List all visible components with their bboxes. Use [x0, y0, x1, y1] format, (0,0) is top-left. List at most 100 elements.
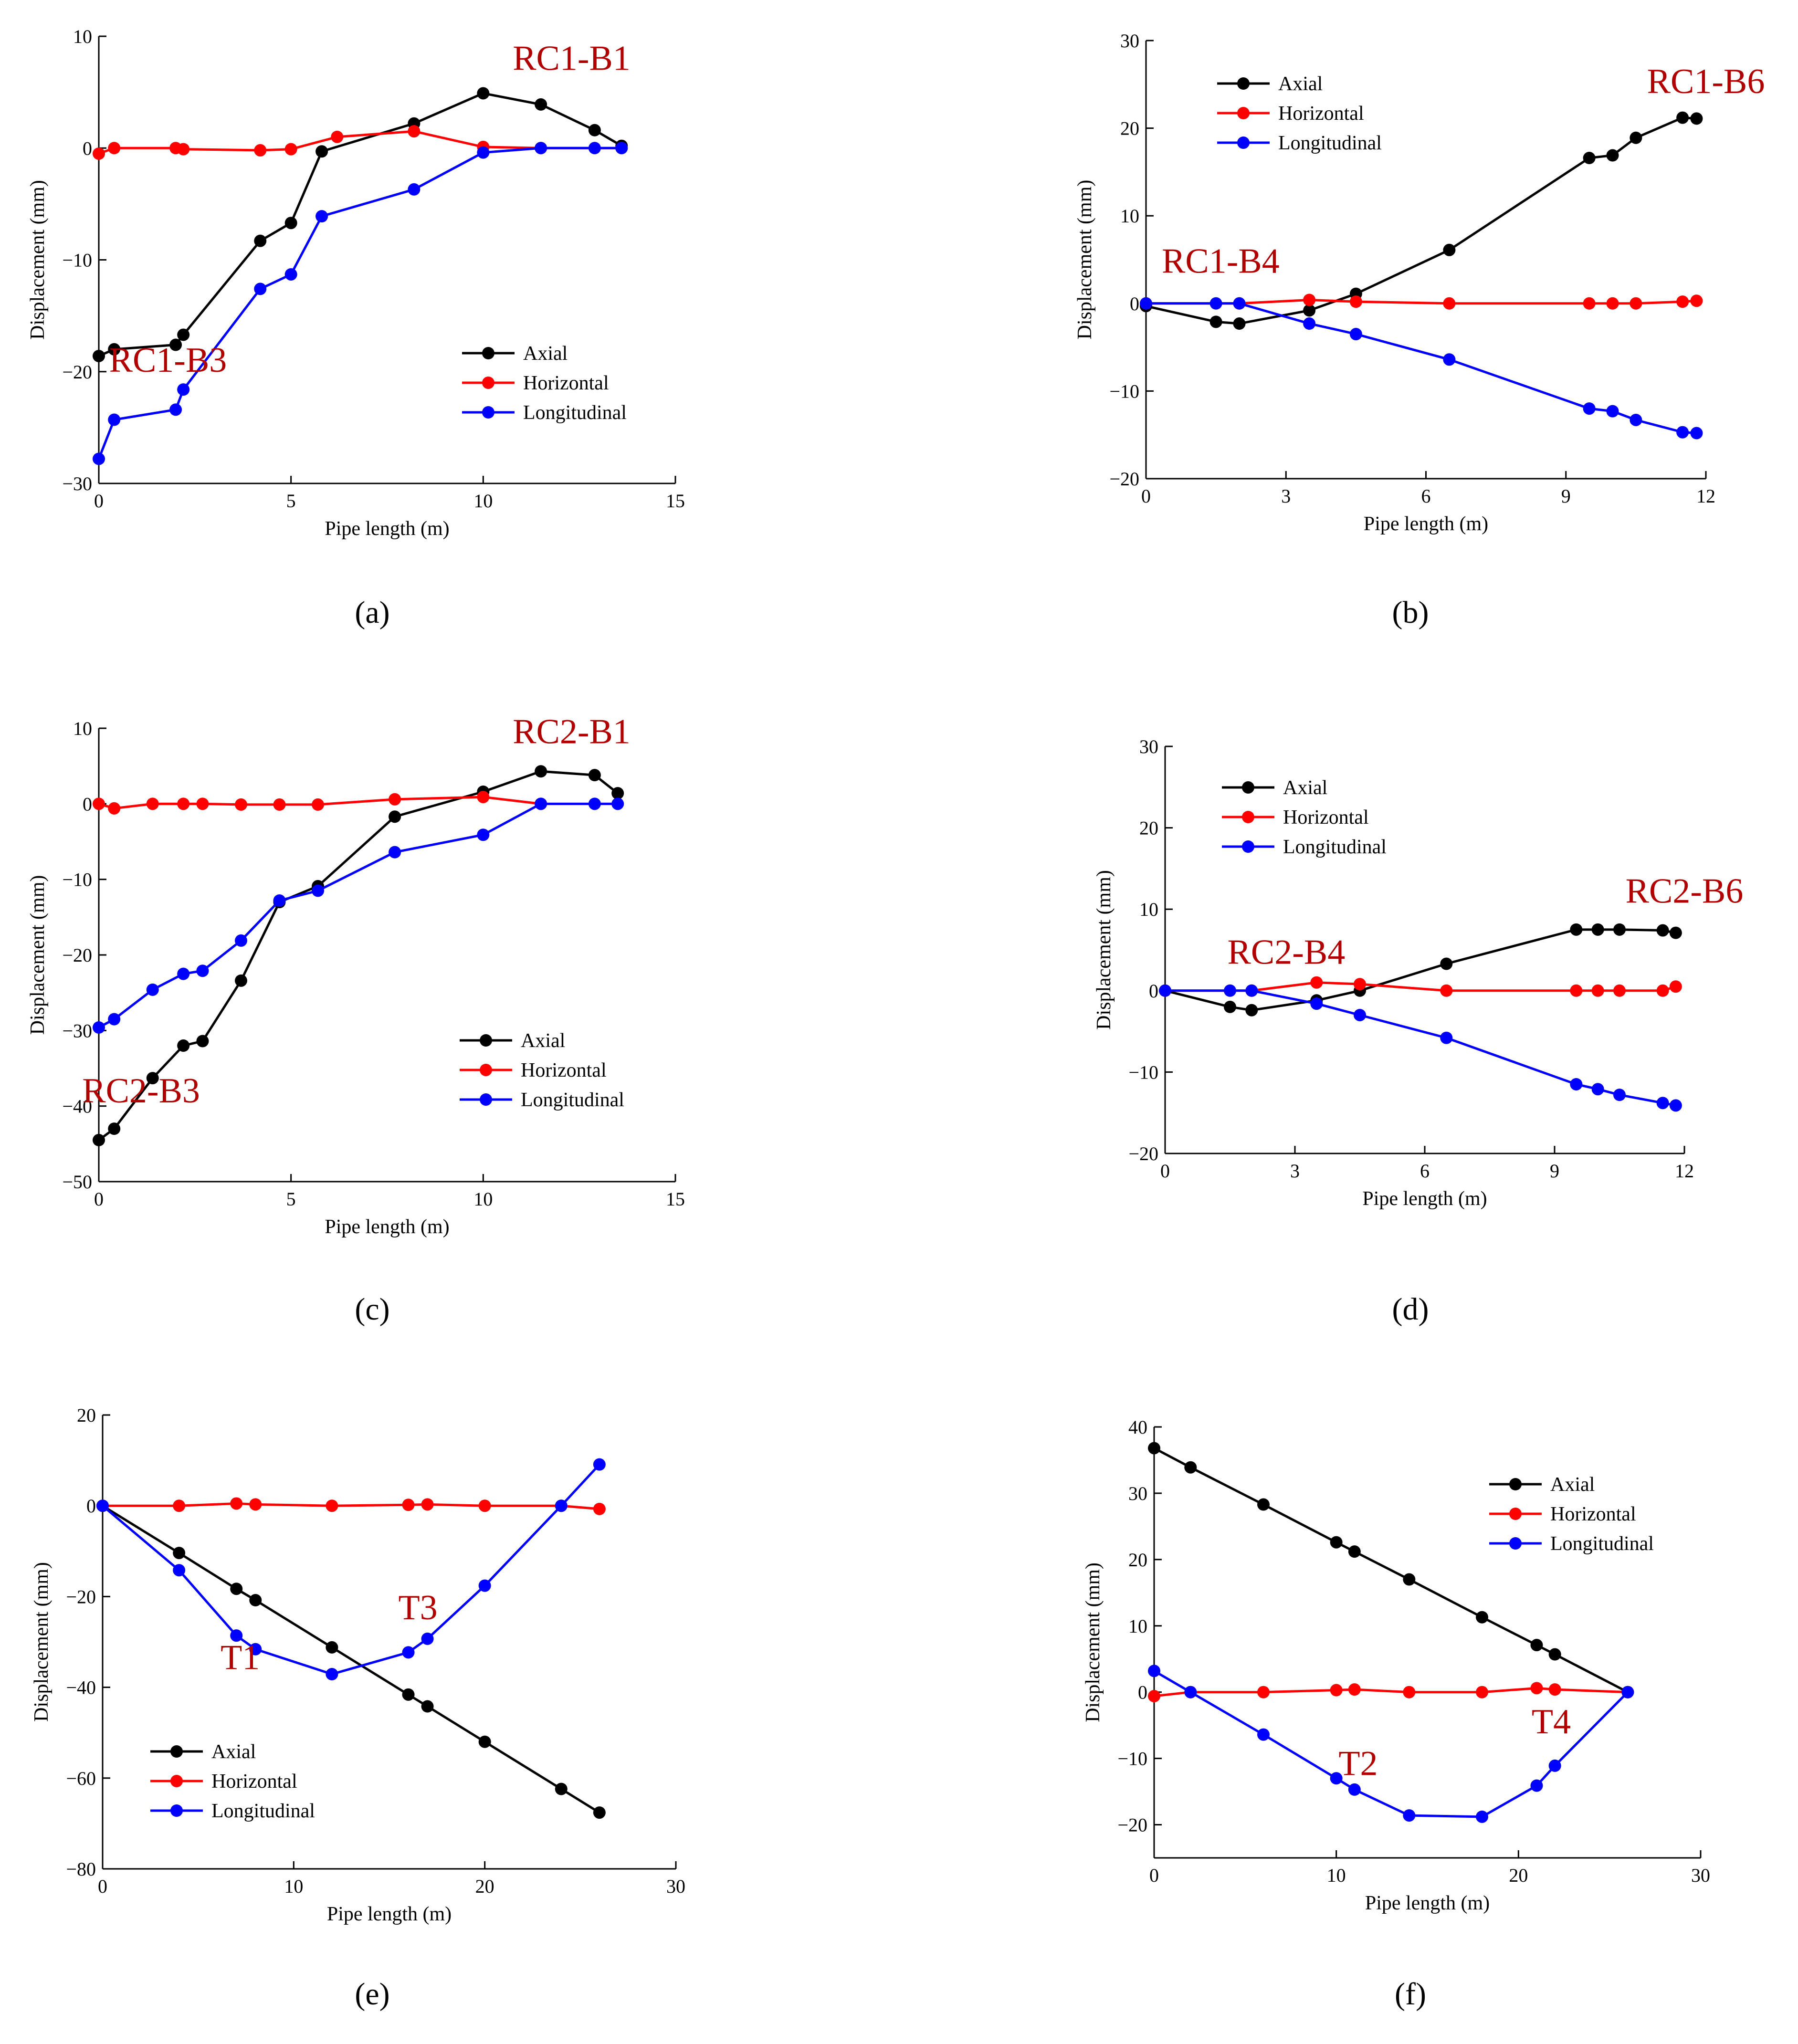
data-point-longitudinal — [234, 934, 247, 947]
data-point-horizontal — [1613, 984, 1626, 997]
annotation-label: RC1-B6 — [1647, 62, 1765, 101]
data-point-longitudinal — [1613, 1089, 1626, 1101]
x-tick-label: 5 — [286, 490, 296, 512]
data-point-longitudinal — [1349, 328, 1362, 341]
data-point-longitudinal — [611, 797, 624, 810]
legend-label-horizontal: Horizontal — [521, 1059, 607, 1081]
x-tick-label: 30 — [666, 1876, 685, 1897]
data-point-axial — [1303, 304, 1316, 317]
data-point-horizontal — [389, 793, 401, 806]
y-tick-label: 30 — [1120, 30, 1139, 52]
legend-label-axial: Axial — [1550, 1474, 1595, 1496]
data-point-axial — [1476, 1611, 1488, 1624]
data-point-axial — [169, 338, 182, 351]
y-tick-label: −20 — [1117, 1814, 1147, 1836]
data-point-horizontal — [1310, 976, 1323, 989]
legend-marker-horizontal — [170, 1775, 183, 1787]
data-point-longitudinal — [1184, 1686, 1197, 1698]
data-point-longitudinal — [249, 1643, 262, 1656]
data-point-horizontal — [284, 143, 297, 156]
legend: Axial Horizontal Longitudinal — [1489, 1474, 1654, 1555]
data-point-horizontal — [1669, 980, 1682, 993]
data-point-axial — [146, 1072, 159, 1085]
data-point-horizontal — [421, 1498, 434, 1511]
data-point-axial — [1348, 1545, 1361, 1558]
data-point-axial — [1656, 924, 1669, 937]
y-tick-label: 0 — [1149, 980, 1158, 1002]
data-point-longitudinal — [1330, 1772, 1343, 1785]
legend-marker-horizontal — [480, 1064, 492, 1076]
legend-marker-horizontal — [1509, 1508, 1522, 1520]
data-point-longitudinal — [1630, 413, 1642, 426]
data-point-axial — [1403, 1573, 1416, 1586]
legend-label-longitudinal: Longitudinal — [1550, 1533, 1654, 1555]
y-axis-label: Displacement (mm) — [31, 1562, 53, 1722]
data-point-horizontal — [1630, 297, 1642, 310]
legend-marker-horizontal — [1237, 107, 1250, 119]
y-tick-label: −10 — [1117, 1748, 1147, 1770]
panel-caption: (c) — [355, 1292, 389, 1327]
y-tick-label: −20 — [66, 1586, 96, 1607]
data-point-axial — [1630, 131, 1642, 144]
data-point-horizontal — [196, 797, 209, 810]
data-point-horizontal — [234, 798, 247, 811]
annotation-label: RC1-B4 — [1162, 242, 1280, 281]
legend-marker-longitudinal — [1242, 840, 1254, 853]
data-point-horizontal — [1548, 1683, 1561, 1696]
series-line-axial — [98, 92, 622, 357]
data-point-longitudinal — [389, 846, 401, 859]
data-point-axial — [1233, 317, 1246, 330]
series-line-longitudinal — [1153, 1670, 1629, 1818]
data-point-axial — [1245, 1004, 1258, 1017]
data-point-axial — [1583, 152, 1596, 165]
data-point-longitudinal — [1440, 1031, 1453, 1044]
y-tick-label: 10 — [1128, 1615, 1147, 1637]
data-point-longitudinal — [1690, 427, 1703, 440]
annotation-label: RC2-B6 — [1626, 872, 1744, 911]
legend-label-axial: Axial — [211, 1741, 256, 1763]
data-point-longitudinal — [315, 210, 328, 223]
data-point-horizontal — [402, 1499, 415, 1511]
data-point-longitudinal — [196, 964, 209, 977]
legend: Axial Horizontal Longitudinal — [150, 1741, 315, 1822]
chart-panel-b: 0 3 6 9 12 −20 −10 0 10 20 30 Pipe length (m) Displa… — [1074, 30, 1765, 630]
legend-label-horizontal: Horizontal — [1278, 103, 1364, 125]
legend-marker-horizontal — [1242, 811, 1254, 823]
data-point-longitudinal — [1209, 297, 1222, 310]
data-point-longitudinal — [177, 967, 190, 980]
series-line-axial — [1146, 116, 1697, 325]
y-tick-label: 10 — [1120, 205, 1139, 227]
data-point-horizontal — [1476, 1686, 1488, 1698]
data-point-horizontal — [108, 142, 121, 155]
data-point-horizontal — [331, 130, 344, 143]
y-tick-label: −80 — [66, 1858, 96, 1880]
data-point-longitudinal — [1548, 1759, 1561, 1772]
data-point-horizontal — [1354, 978, 1366, 991]
data-point-longitudinal — [1303, 317, 1316, 330]
series-line-longitudinal — [98, 802, 618, 1029]
data-point-horizontal — [477, 791, 490, 804]
x-axis-label: Pipe length (m) — [327, 1903, 452, 1925]
annotation-label: T4 — [1532, 1702, 1571, 1741]
legend-marker-axial — [480, 1034, 492, 1047]
legend-marker-longitudinal — [1509, 1537, 1522, 1550]
data-point-longitudinal — [1310, 997, 1323, 1010]
data-point-longitudinal — [108, 413, 121, 426]
x-axis-label: Pipe length (m) — [325, 518, 449, 540]
y-tick-label: −20 — [62, 361, 92, 383]
annotation-label: T2 — [1338, 1744, 1377, 1783]
data-point-horizontal — [1257, 1686, 1270, 1698]
y-tick-label: −60 — [66, 1768, 96, 1789]
data-point-axial — [177, 328, 190, 341]
legend: Axial Horizontal Longitudinal — [460, 1030, 624, 1111]
data-point-horizontal — [1348, 1683, 1361, 1696]
data-point-horizontal — [408, 125, 421, 138]
panel-caption: (f) — [1395, 1977, 1426, 2012]
data-point-longitudinal — [96, 1499, 109, 1512]
x-tick-label: 30 — [1691, 1865, 1710, 1886]
x-tick-label: 10 — [473, 490, 493, 512]
data-point-axial — [588, 769, 601, 782]
data-point-longitudinal — [1148, 1665, 1160, 1677]
data-point-longitudinal — [1257, 1728, 1270, 1741]
data-point-horizontal — [230, 1497, 243, 1510]
